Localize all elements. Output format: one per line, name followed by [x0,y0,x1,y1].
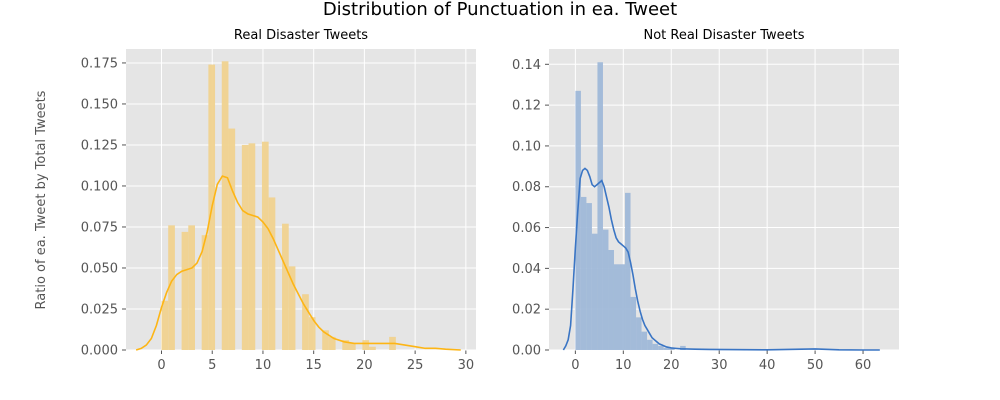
not-real-histogram-bar [608,250,614,350]
real-histogram-bar [188,225,195,350]
real-kde-line [135,175,461,351]
not-real-histogram-bar [602,229,609,350]
not-real-x-tick-label: 20 [663,358,680,373]
real-histogram-bar [168,225,175,350]
real-histogram-bar [322,330,329,350]
not-real-y-tick-label: 0.04 [512,262,541,277]
not-real-histogram-bar [630,296,637,350]
real-x-tick-label: 0 [157,358,165,373]
not-real-y-tick-label: 0.14 [512,58,541,73]
real-histogram-bar [248,143,256,350]
not-real-y-tick-label: 0.08 [512,180,541,195]
not-real-x-tick-label: 10 [615,358,632,373]
not-real-histogram-bar [625,192,631,350]
not-real-histogram-bar [680,345,686,350]
real-histogram-bar [362,340,370,350]
real-y-tick-label: 0.100 [81,179,118,194]
real-histogram-bar [241,144,249,350]
not-real-subplot-title: Not Real Disaster Tweets [643,28,804,43]
not-real-histogram-bar [591,233,598,350]
not-real-x-tick-label: 60 [855,358,872,373]
real-y-tick-label: 0.125 [81,138,118,153]
not-real-histogram-bar [652,343,659,350]
not-real-histogram-bar [613,264,620,350]
real-histogram-bar [369,346,376,350]
real-x-tick-label: 5 [208,358,216,373]
real-histogram-bar [228,128,236,350]
not-real-x-tick-label: 50 [807,358,824,373]
not-real-histogram-bar [636,317,642,350]
real-histogram-bar [302,294,309,350]
real-y-tick-label: 0.000 [81,344,118,359]
not-real-disaster-panel: 0 10 20 30 40 50 60 0.00 0.02 0.04 0.06 0.08 0.10 0.1… [512,28,899,373]
real-histogram-bar [201,235,209,350]
real-y-tick-label: 0.175 [81,56,118,71]
real-y-tick-label: 0.025 [81,302,118,317]
not-real-x-tick-label: 30 [711,358,728,373]
real-histogram-bar [268,197,276,350]
real-x-tick-label: 10 [255,358,272,373]
not-real-histogram-bar [647,339,653,350]
not-real-histogram-bar [586,203,592,350]
not-real-y-tick-label: 0.12 [512,99,541,114]
real-histogram-bar [221,61,229,350]
not-real-y-tick-label: 0.06 [512,221,541,236]
not-real-x-tick-label: 0 [571,358,579,373]
not-real-x-tick-label: 40 [759,358,776,373]
real-x-tick-label: 25 [407,358,424,373]
real-y-tick-label: 0.150 [81,97,118,112]
real-x-tick-label: 15 [305,358,322,373]
figure-title: Distribution of Punctuation in ea. Tweet [323,0,677,20]
not-real-histogram-bar [619,264,626,350]
not-real-kde-line [562,167,880,351]
real-x-tick-label: 30 [458,358,475,373]
real-subplot-title: Real Disaster Tweets [234,28,368,43]
real-histogram-bar [348,343,356,350]
not-real-y-tick-label: 0.10 [512,139,541,154]
not-real-histogram-bar [575,90,581,351]
not-real-histogram-bar [580,196,587,350]
real-histogram-bar [342,340,349,350]
not-real-histogram-bar [658,345,664,350]
real-histogram-bar [161,300,169,350]
real-plot-area [126,49,476,350]
not-real-histogram-bar [663,347,670,350]
real-y-tick-label: 0.050 [81,261,118,276]
real-histogram-bar [328,336,336,350]
real-histogram-bar [181,231,189,350]
real-histogram-bar [261,141,269,350]
not-real-y-tick-label: 0.00 [512,344,541,359]
y-axis-label: Ratio of ea. Tweet by Total Tweets [34,90,49,309]
real-histogram-bar [282,223,289,350]
real-y-tick-label: 0.075 [81,220,118,235]
not-real-histogram-bar [597,62,603,351]
real-x-tick-label: 20 [356,358,373,373]
not-real-histogram-bar [641,331,648,350]
not-real-histogram-bar [669,347,675,350]
not-real-y-tick-label: 0.02 [512,303,541,318]
real-disaster-panel: 0 5 10 15 20 25 30 0.000 0.025 0.050 0.075 0.100 0.1… [81,28,476,373]
real-histogram-bar [288,266,296,350]
real-histogram-bar [308,317,316,350]
